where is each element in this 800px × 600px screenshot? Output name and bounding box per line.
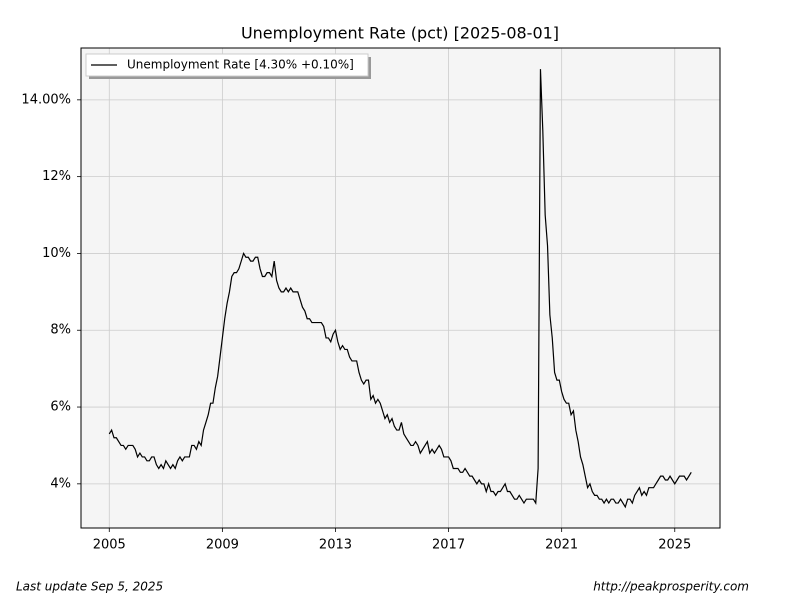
x-tick-label: 2017 [432,538,465,553]
y-tick-label: 6% [50,400,71,415]
chart-title: Unemployment Rate (pct) [2025-08-01] [241,24,559,43]
grid [81,48,720,528]
y-tick-label: 14.00% [21,92,71,107]
footer-left: Last update Sep 5, 2025 [16,580,163,594]
series-line [108,69,692,509]
y-tick-label: 12% [42,169,71,184]
y-tick-label: 8% [50,323,71,338]
legend: Unemployment Rate [4.30% +0.10%] [85,53,371,79]
x-tick-label: 2013 [319,538,352,553]
y-tick-label: 10% [42,246,71,261]
x-tick-label: 2009 [206,538,239,553]
footer-right: http://peakprosperity.com [593,580,749,594]
x-tick-label: 2021 [545,538,578,553]
legend-label: Unemployment Rate [4.30% +0.10%] [127,58,354,72]
y-tick-label: 4% [50,476,71,491]
legend-box [85,53,369,77]
plot-area [81,48,720,528]
lines [108,69,692,509]
x-tick-label: 2005 [93,538,126,553]
x-tick-label: 2025 [658,538,691,553]
plot-frame [80,47,721,529]
